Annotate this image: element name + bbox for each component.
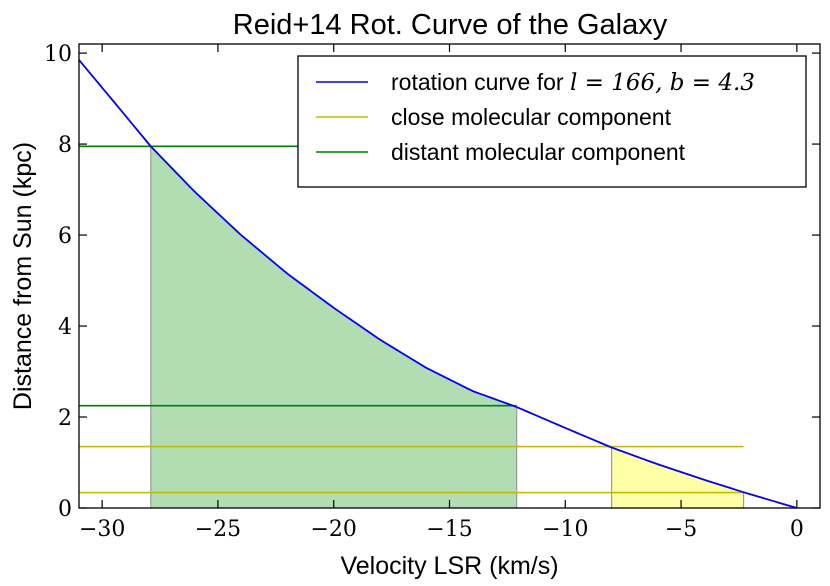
y-axis-label: Distance from Sun (kpc) <box>9 142 37 410</box>
legend-label-distant-component: distant molecular component <box>391 139 686 165</box>
chart-title: Reid+14 Rot. Curve of the Galaxy <box>233 9 668 41</box>
distant-component-fill <box>150 146 517 508</box>
x-tick-label: −20 <box>311 517 357 542</box>
axis-ticks: −30 −25 −20 −15 −10 −5 0 0 2 4 6 8 10 <box>44 42 820 542</box>
x-tick-label: −30 <box>79 517 125 542</box>
legend-label-close-component: close molecular component <box>391 104 672 130</box>
x-tick-label: 0 <box>790 517 804 542</box>
y-tick-label: 4 <box>58 315 72 340</box>
legend: rotation curve for l = 166, b = 4.3 clos… <box>297 55 807 188</box>
x-tick-label: −25 <box>195 517 241 542</box>
x-tick-label: −5 <box>665 517 697 542</box>
close-component-fill <box>611 447 744 508</box>
y-tick-label: 0 <box>58 497 72 522</box>
x-axis-label: Velocity LSR (km/s) <box>340 552 558 580</box>
y-tick-label: 6 <box>58 224 72 249</box>
x-tick-label: −15 <box>426 517 472 542</box>
rotation-curve-line <box>78 59 798 509</box>
legend-label-rotation-curve: rotation curve for l = 166, b = 4.3 <box>391 69 755 96</box>
legend-label-rotation-math: l = 166, b = 4.3 <box>570 70 755 96</box>
x-tick-label: −10 <box>542 517 588 542</box>
legend-label-rotation-prefix: rotation curve for <box>391 69 570 95</box>
legend-box <box>297 55 807 188</box>
y-tick-label: 10 <box>44 42 72 67</box>
y-tick-label: 2 <box>58 406 72 431</box>
y-tick-label: 8 <box>58 133 72 158</box>
